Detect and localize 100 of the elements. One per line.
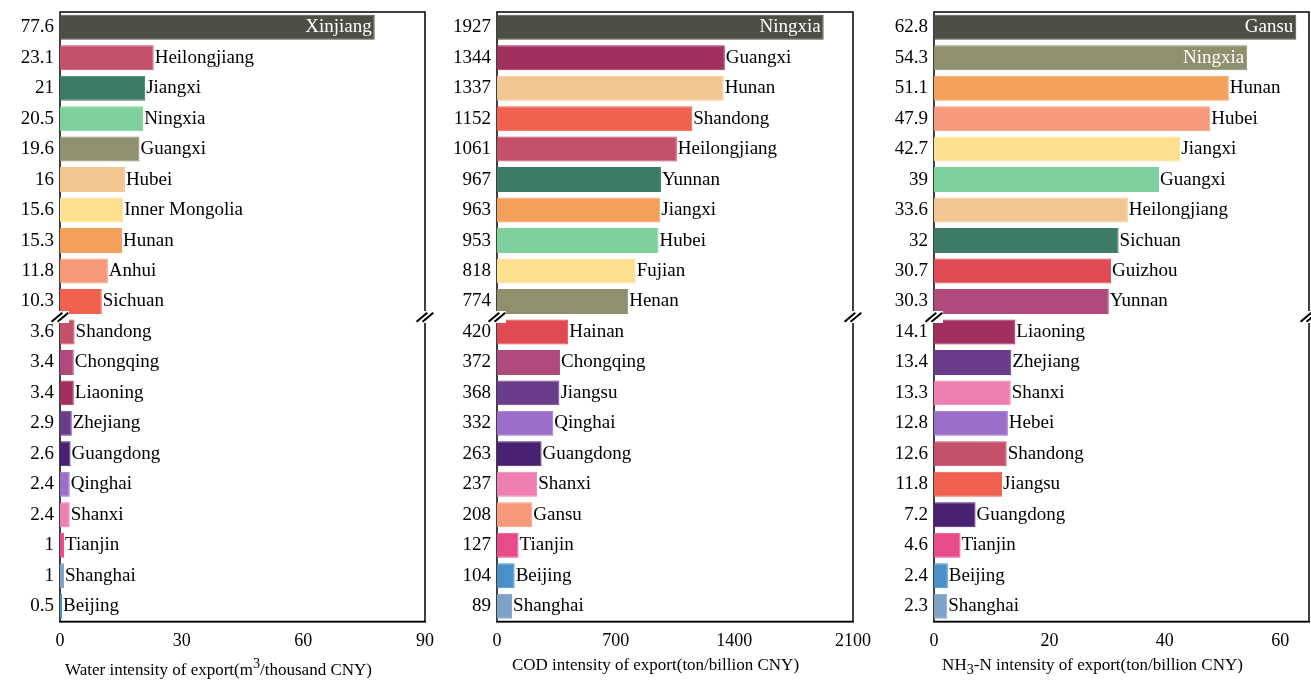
- bar: [60, 228, 123, 254]
- y-tick-label: Hunan: [724, 76, 776, 98]
- data-label: 372: [462, 350, 491, 372]
- bar: [497, 167, 661, 193]
- bar: [497, 441, 542, 467]
- x-tick-label: 90: [416, 629, 434, 650]
- bar: [497, 380, 560, 406]
- data-label: 1337: [453, 76, 491, 98]
- bar: [60, 410, 72, 436]
- y-tick-label: Chongqing: [561, 350, 647, 372]
- x-tick-label: 700: [602, 629, 630, 650]
- data-label: 263: [462, 441, 491, 463]
- y-tick-label: Qinghai: [554, 411, 616, 433]
- y-tick-label: Jiangsu: [1003, 472, 1061, 494]
- data-label: 3.6: [30, 319, 54, 341]
- data-label: 14.1: [894, 319, 928, 341]
- y-tick-label: Liaoning: [74, 380, 144, 402]
- y-tick-label: Guangxi: [1160, 167, 1226, 189]
- data-label: 818: [462, 258, 491, 280]
- x-tick-label: 0: [492, 629, 502, 650]
- data-label: 332: [462, 411, 491, 433]
- bar: [934, 75, 1229, 101]
- bar: [60, 502, 70, 528]
- bar: [934, 410, 1008, 436]
- bar: [60, 167, 125, 193]
- data-label: 1: [44, 533, 54, 555]
- y-tick-label: Jiangxi: [146, 76, 202, 98]
- data-label: 2.3: [904, 594, 928, 616]
- data-label: 1152: [453, 106, 491, 128]
- data-label: 774: [462, 289, 492, 311]
- bar: [497, 319, 569, 345]
- data-label: 368: [462, 380, 491, 402]
- y-tick-label: Hunan: [1229, 76, 1281, 98]
- bar: [497, 14, 824, 40]
- bar: [497, 410, 554, 436]
- data-label: 1344: [453, 45, 492, 67]
- data-label: 7.2: [904, 502, 928, 524]
- x-tick-label: 0: [929, 629, 939, 650]
- data-label: 62.8: [894, 15, 928, 37]
- y-tick-label: Anhui: [108, 258, 157, 280]
- bar: [497, 502, 533, 528]
- y-tick-label: Zhejiang: [72, 411, 141, 433]
- x-tick-label: 2100: [835, 629, 871, 650]
- y-tick-label: Guangdong: [71, 441, 161, 463]
- x-tick-label: 60: [1271, 629, 1290, 650]
- data-label: 51.1: [894, 76, 928, 98]
- y-tick-label: Beijing: [948, 563, 1006, 585]
- data-label: 4.6: [904, 533, 928, 555]
- y-tick-label: Jiangxi: [661, 198, 717, 220]
- bar: [934, 563, 948, 589]
- data-label: 1: [44, 563, 54, 585]
- data-label: 47.9: [894, 106, 928, 128]
- data-label: 11.8: [21, 258, 54, 280]
- data-label: 16: [35, 167, 54, 189]
- y-tick-label: Shandong: [693, 106, 770, 128]
- data-label: 967: [462, 167, 491, 189]
- bar: [934, 167, 1159, 193]
- y-tick-label: Shanxi: [538, 472, 591, 494]
- data-label: 127: [462, 533, 491, 555]
- data-label: 3.4: [30, 350, 55, 372]
- y-tick-label: Hebei: [1008, 411, 1055, 433]
- y-tick-label: Shanxi: [1011, 380, 1065, 402]
- data-label: 19.6: [20, 137, 54, 159]
- y-tick-label: Heilongjiang: [677, 137, 778, 159]
- bar: [60, 45, 154, 71]
- bar: [60, 441, 71, 467]
- data-label: 77.6: [20, 15, 54, 37]
- y-tick-label: Yunnan: [661, 167, 721, 189]
- data-label: 11.8: [895, 472, 928, 494]
- bar: [60, 288, 102, 314]
- y-tick-label: Sichuan: [102, 289, 165, 311]
- y-tick-label: Jiangsu: [560, 380, 618, 402]
- bar: [60, 75, 146, 101]
- y-tick-label: Shanghai: [513, 594, 584, 616]
- y-tick-label: Ningxia: [144, 106, 206, 128]
- data-label: 13.3: [894, 380, 928, 402]
- y-tick-label: Hubei: [659, 228, 706, 250]
- bar: [60, 349, 74, 375]
- data-label: 15.3: [20, 228, 54, 250]
- bar: [60, 197, 124, 223]
- data-label: 2.4: [30, 502, 55, 524]
- bar: [497, 197, 661, 223]
- y-tick-label: Henan: [629, 289, 680, 311]
- data-label: 2.4: [30, 472, 55, 494]
- data-label: 33.6: [894, 198, 928, 220]
- data-label: 104: [462, 563, 492, 585]
- data-label: 54.3: [894, 45, 928, 67]
- y-tick-label: Guizhou: [1112, 258, 1179, 280]
- data-label: 42.7: [894, 137, 928, 159]
- bar: [497, 563, 515, 589]
- bar: [934, 228, 1119, 254]
- bar: [60, 563, 65, 589]
- bar: [60, 532, 65, 558]
- bar: [497, 75, 724, 101]
- bar: [497, 532, 519, 558]
- y-tick-label: Jiangxi: [1181, 137, 1237, 159]
- data-label: 89: [472, 594, 491, 616]
- y-tick-label: Heilongjiang: [1128, 198, 1229, 220]
- bar: [60, 380, 74, 406]
- bar: [934, 106, 1211, 132]
